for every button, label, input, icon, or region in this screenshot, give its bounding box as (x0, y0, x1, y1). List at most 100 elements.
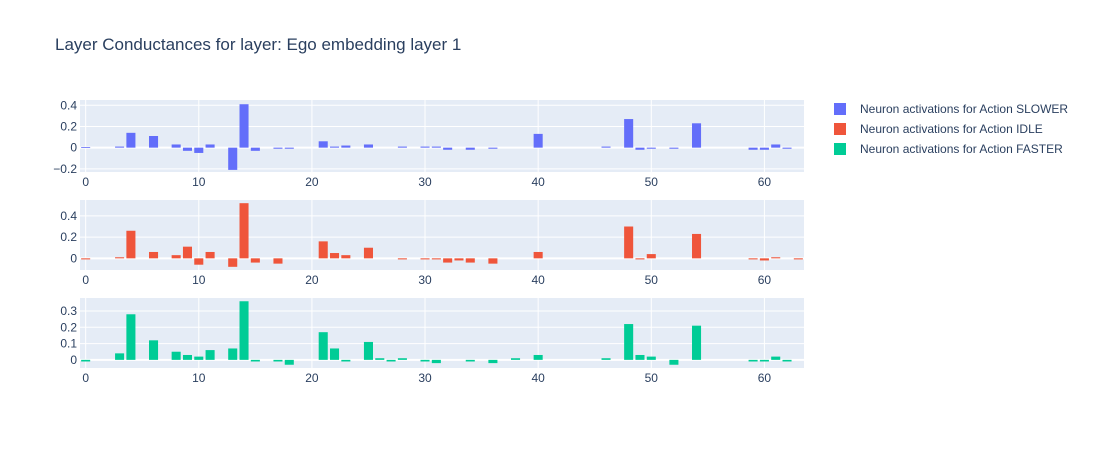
bar (194, 258, 204, 265)
bar (420, 359, 430, 362)
legend-item[interactable]: Neuron activations for Action SLOWER (834, 102, 1068, 116)
bar (171, 351, 181, 360)
bar (669, 147, 679, 149)
bar (81, 258, 91, 260)
bar (692, 123, 702, 148)
y-tick-label: 0.2 (60, 320, 77, 334)
x-tick-label: 20 (305, 371, 319, 385)
bar (149, 251, 159, 259)
y-tick-label: 0.3 (60, 304, 77, 318)
x-tick-label: 60 (758, 273, 772, 287)
x-tick-label: 60 (758, 175, 772, 189)
x-tick-label: 40 (531, 273, 545, 287)
x-tick-label: 10 (192, 175, 206, 189)
legend-item[interactable]: Neuron activations for Action FASTER (834, 142, 1063, 156)
y-tick-label: 0.2 (60, 119, 77, 133)
bar (363, 144, 373, 148)
bar (748, 147, 758, 150)
bar (115, 257, 125, 259)
bar (465, 359, 475, 362)
bar (624, 324, 634, 360)
bar (759, 258, 769, 261)
x-tick-label: 0 (82, 371, 89, 385)
y-tick-label: 0.1 (60, 337, 77, 351)
legend-swatch (834, 143, 846, 155)
bar (533, 251, 543, 259)
x-tick-label: 50 (645, 371, 659, 385)
subplot-1: −0.2 0 0.2 0.4 0 10 20 30 40 50 60 (53, 98, 804, 189)
bar (341, 359, 351, 362)
bar (182, 147, 192, 151)
bar (228, 348, 238, 360)
bar (782, 147, 792, 149)
subplot-3: 0 0.1 0.2 0.3 0 10 20 30 40 50 60 (60, 298, 804, 385)
bar (397, 358, 407, 360)
bar (635, 147, 645, 150)
bar (646, 147, 656, 149)
bar (646, 356, 656, 360)
bar (239, 104, 249, 148)
bar (149, 136, 159, 148)
bar (149, 340, 159, 360)
legend-swatch (834, 103, 846, 115)
bar (126, 230, 136, 259)
bar (194, 356, 204, 360)
bar (431, 258, 441, 260)
bar (273, 147, 283, 149)
bar (239, 301, 249, 360)
y-tick-label: 0 (70, 353, 77, 367)
x-tick-label: 30 (418, 273, 432, 287)
x-tick-label: 10 (192, 371, 206, 385)
y-tick-label: 0 (70, 141, 77, 155)
bar (397, 258, 407, 260)
bar (465, 258, 475, 263)
bar (386, 359, 396, 362)
bar (624, 119, 634, 148)
bar (205, 350, 215, 360)
x-tick-label: 20 (305, 175, 319, 189)
y-tick-label: 0 (70, 251, 77, 265)
bar (692, 233, 702, 259)
bar (341, 255, 351, 259)
subplot-2: 0 0.2 0.4 0 10 20 30 40 50 60 (60, 200, 804, 287)
bar (182, 246, 192, 259)
bar (669, 359, 679, 365)
bar (363, 247, 373, 259)
bar (284, 359, 294, 365)
x-tick-label: 40 (531, 371, 545, 385)
bar (330, 348, 340, 360)
x-tick-label: 40 (531, 175, 545, 189)
bar (182, 354, 192, 360)
x-tick-label: 20 (305, 273, 319, 287)
bar (771, 356, 781, 360)
bar (318, 332, 328, 360)
bar (250, 359, 260, 362)
x-tick-label: 0 (82, 175, 89, 189)
bar (601, 146, 611, 148)
bar (771, 257, 781, 259)
bar (511, 358, 521, 360)
bar (273, 258, 283, 264)
y-tick-label: 0.4 (60, 209, 77, 223)
plot-area (80, 298, 804, 368)
bar (205, 144, 215, 148)
bar (488, 147, 498, 149)
bar (454, 258, 464, 261)
x-tick-label: 50 (645, 273, 659, 287)
bar (239, 203, 249, 259)
bar (488, 258, 498, 264)
bar (250, 147, 260, 151)
bar (194, 147, 204, 153)
bar (420, 258, 430, 260)
bar (250, 258, 260, 263)
legend-item[interactable]: Neuron activations for Action IDLE (834, 122, 1043, 136)
bar (443, 258, 453, 263)
bar (205, 251, 215, 259)
bar (115, 146, 125, 148)
bar (228, 258, 238, 267)
legend-label: Neuron activations for Action FASTER (860, 142, 1063, 156)
plot-area (80, 100, 804, 172)
subplots: −0.2 0 0.2 0.4 0 10 20 30 40 50 60 0 0.2 0.4 0 10 20 30 40… (53, 98, 804, 385)
bar (431, 146, 441, 148)
